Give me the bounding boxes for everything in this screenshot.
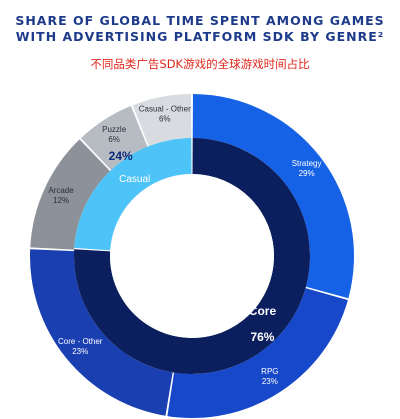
chart-subtitle: 不同品类广告SDK游戏的全球游戏时间占比: [90, 57, 310, 71]
slice-arcade: [30, 139, 111, 250]
slice-casual: [74, 138, 192, 251]
label-puzzle-name: Puzzle: [102, 125, 127, 134]
slice-core: [73, 138, 310, 375]
label-core-other-name: Core - Other: [58, 337, 103, 346]
label-puzzle-value: 6%: [108, 135, 120, 144]
slice-rpg: [167, 288, 348, 418]
label-strategy-name: Strategy: [292, 159, 322, 168]
chart-title-line-2: WITH ADVERTISING PLATFORM SDK BY GENRE²: [15, 29, 385, 44]
label-casual-other-name: Casual - Other: [139, 105, 191, 114]
slice-casual-other: [132, 94, 192, 147]
label-core-other-value: 23%: [72, 347, 88, 356]
label-casual-value: 24%: [109, 149, 133, 163]
label-core-name: Core: [249, 304, 277, 318]
label-casual-name: Casual: [119, 174, 150, 185]
donut-hole: [110, 174, 274, 338]
chart-title: SHARE OF GLOBAL TIME SPENT AMONG GAMES W…: [0, 13, 400, 45]
chart-title-line-1: SHARE OF GLOBAL TIME SPENT AMONG GAMES: [15, 13, 385, 28]
label-strategy-value: 29%: [299, 169, 315, 178]
label-rpg-name: RPG: [261, 367, 278, 376]
label-casual-other-value: 6%: [159, 115, 171, 124]
label-rpg-value: 23%: [262, 377, 278, 386]
slice-strategy: [192, 94, 354, 299]
slice-core-other: [29, 249, 173, 416]
label-arcade-value: 12%: [53, 196, 69, 205]
slice-puzzle: [80, 105, 148, 171]
label-core-value: 76%: [250, 330, 274, 344]
label-arcade-name: Arcade: [48, 186, 74, 195]
